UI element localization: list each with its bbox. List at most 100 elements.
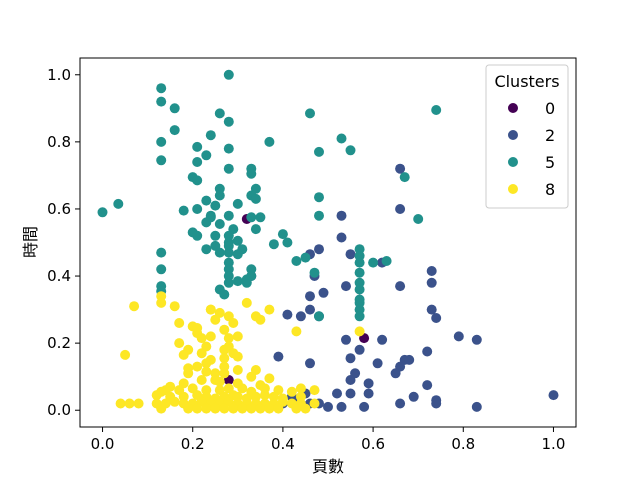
point-5-21 [246, 168, 257, 179]
legend-item-5: 5 [508, 153, 555, 172]
point-5-57 [268, 239, 279, 250]
point-2-19 [395, 281, 406, 292]
point-8-48 [264, 373, 275, 384]
point-5-0 [223, 69, 234, 80]
point-5-11 [192, 141, 203, 152]
point-8-113 [237, 403, 248, 414]
point-8-35 [219, 353, 230, 364]
point-2-34 [273, 351, 284, 362]
y-axis: 0.0 0.2 0.4 0.6 0.8 1.0 [47, 66, 80, 419]
y-tick-label: 0.2 [47, 334, 71, 352]
point-8-90 [169, 396, 180, 407]
point-8-0 [129, 301, 140, 312]
y-tick-label: 0.4 [47, 267, 71, 285]
series-8 [115, 291, 365, 414]
point-8-2 [156, 297, 167, 308]
point-2-21 [431, 313, 442, 323]
point-2-38 [363, 388, 374, 399]
point-5-63 [223, 247, 234, 258]
point-8-51 [214, 376, 225, 387]
point-5-62 [214, 247, 225, 258]
point-8-110 [210, 403, 221, 414]
legend-marker [508, 130, 518, 140]
point-8-21 [205, 331, 216, 342]
point-5-8 [169, 125, 180, 136]
point-8-45 [232, 365, 243, 375]
point-8-12 [210, 314, 221, 325]
point-8-7 [264, 304, 275, 315]
point-5-46 [201, 217, 212, 228]
point-8-37 [201, 358, 212, 369]
point-8-32 [178, 349, 189, 360]
point-2-42 [395, 398, 406, 409]
x-tick-label: 0.2 [181, 435, 205, 453]
point-5-54 [250, 224, 261, 235]
point-8-117 [273, 403, 284, 414]
point-5-50 [192, 230, 203, 241]
point-5-67 [291, 256, 302, 266]
point-8-116 [264, 403, 275, 414]
point-5-44 [97, 207, 108, 218]
point-2-6 [314, 244, 324, 255]
point-8-41 [183, 368, 194, 379]
point-5-95 [219, 289, 230, 300]
point-8-111 [219, 403, 230, 414]
point-5-24 [192, 175, 203, 186]
point-5-65 [237, 244, 248, 255]
point-5-93 [381, 256, 392, 266]
point-5-45 [113, 198, 124, 209]
point-8-105 [309, 398, 320, 409]
legend-marker [508, 157, 518, 167]
point-8-31 [196, 348, 207, 359]
point-2-17 [426, 266, 437, 276]
point-5-80 [246, 271, 257, 281]
point-5-55 [277, 229, 288, 240]
point-5-1 [156, 83, 167, 94]
point-5-76 [232, 276, 243, 287]
series-2 [246, 163, 559, 412]
legend-marker [508, 103, 518, 113]
legend: Clusters 0 2 5 8 [485, 64, 569, 209]
point-8-9 [174, 318, 185, 328]
point-8-114 [246, 403, 257, 414]
point-2-12 [341, 281, 351, 292]
legend-item-8: 8 [508, 180, 555, 199]
point-8-67 [286, 386, 297, 397]
point-2-49 [332, 388, 342, 399]
point-5-39 [246, 212, 257, 223]
x-tick-label: 0.8 [451, 435, 475, 453]
point-2-0 [395, 163, 406, 174]
point-5-37 [223, 210, 234, 221]
point-8-69 [309, 385, 320, 396]
point-8-23 [223, 333, 234, 344]
legend-label: 8 [545, 180, 555, 199]
point-8-107 [183, 403, 194, 414]
point-8-20 [196, 333, 207, 344]
point-5-13 [264, 136, 275, 147]
point-5-2 [156, 96, 167, 107]
point-5-12 [223, 143, 234, 154]
point-2-18 [426, 277, 437, 288]
point-2-55 [336, 401, 347, 412]
legend-marker [508, 184, 518, 194]
point-2-11 [318, 287, 329, 298]
point-5-18 [192, 157, 203, 167]
point-5-33 [192, 204, 203, 214]
point-8-47 [246, 371, 257, 382]
point-2-37 [345, 375, 356, 385]
point-2-40 [390, 368, 401, 379]
point-8-33 [120, 349, 131, 360]
point-5-75 [223, 277, 234, 288]
x-tick-label: 0.4 [271, 435, 295, 453]
series-5 [97, 69, 442, 322]
point-5-91 [354, 257, 365, 268]
point-8-16 [250, 311, 261, 322]
point-8-109 [201, 403, 212, 414]
point-5-92 [368, 257, 379, 268]
point-8-24 [232, 331, 243, 342]
point-2-24 [377, 334, 388, 345]
point-5-16 [314, 146, 324, 157]
point-5-32 [250, 193, 261, 204]
point-8-17 [291, 326, 302, 337]
point-8-14 [228, 318, 239, 328]
